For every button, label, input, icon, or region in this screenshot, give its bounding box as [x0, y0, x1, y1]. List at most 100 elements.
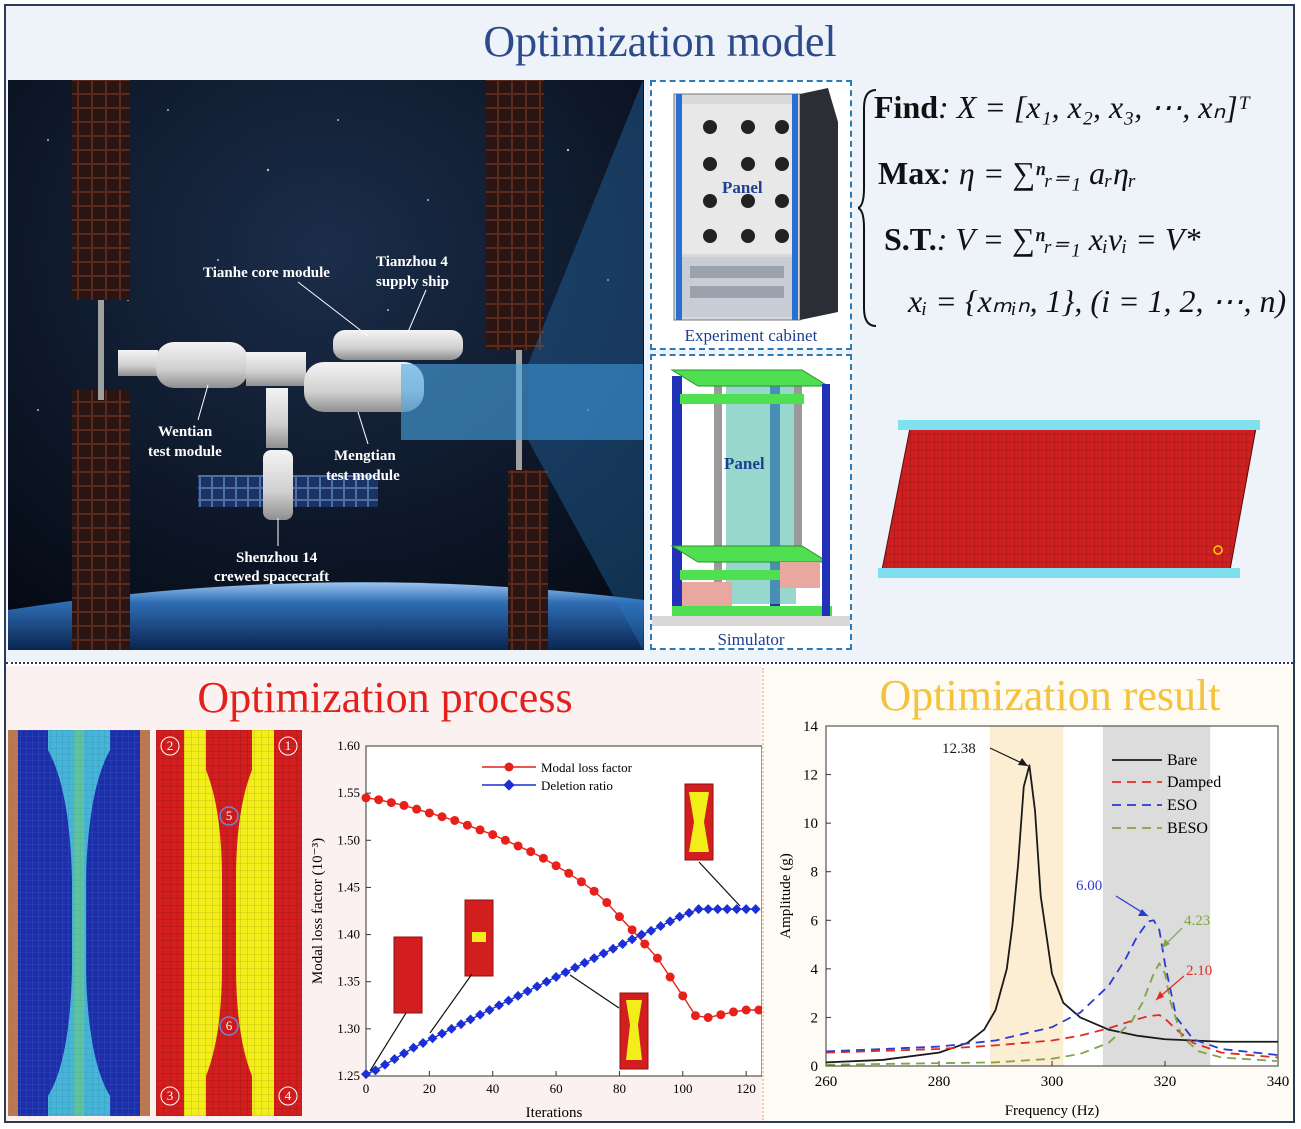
marker-6: 6: [226, 1018, 233, 1033]
process-x-tick-label: 80: [613, 1081, 626, 1096]
legend-damped: Damped: [1167, 774, 1221, 791]
process-y-tick-label: 1.55: [337, 785, 360, 800]
simulator-caption: Simulator: [717, 630, 785, 649]
tianhe-module: [333, 330, 463, 360]
result-y-tick-label: 0: [811, 1059, 819, 1075]
fixed-boundary-top: [898, 420, 1260, 430]
result-x-tick-label: 280: [928, 1074, 951, 1090]
process-x-tick-label: 120: [736, 1081, 756, 1096]
result-series-beso: [825, 962, 1279, 1066]
result-x-tick-label: 260: [815, 1074, 838, 1090]
result-y-tick-label: 14: [803, 719, 819, 735]
result-series-eso: [825, 919, 1279, 1056]
process-y-label: Modal loss factor (10⁻³): [310, 838, 326, 984]
process-point-loss-factor: [462, 820, 472, 830]
excitation-point: [1213, 545, 1223, 555]
process-point-deletion-ratio: [589, 953, 600, 964]
process-point-loss-factor: [640, 939, 650, 949]
process-point-loss-factor: [602, 898, 612, 908]
cabinet-highlight: [401, 364, 643, 440]
marker-3: 3: [167, 1088, 174, 1103]
process-point-deletion-ratio: [570, 962, 581, 973]
equation-brace: [858, 89, 877, 327]
simulator-image: [652, 369, 850, 626]
wentian-module: [156, 342, 248, 388]
condition-equation: xᵢ = {xₘᵢₙ, 1}, (i = 1, 2, ⋯, n): [908, 282, 1286, 320]
label-tianhe: Tianhe core module: [203, 265, 330, 281]
result-y-tick-label: 10: [803, 816, 818, 832]
process-point-loss-factor: [741, 1005, 751, 1015]
process-point-loss-factor: [754, 1005, 762, 1015]
model-title: Optimization model: [483, 17, 837, 66]
annotation-eso-peak: 6.00: [1076, 878, 1102, 894]
max-equation: Max: η = ∑ⁿᵣ₌₁ aᵣηᵣ: [878, 154, 1137, 192]
process-x-tick-label: 60: [550, 1081, 563, 1096]
shenzhou-spacecraft: [263, 450, 293, 520]
solar-wing: [508, 470, 548, 650]
legend-beso: BESO: [1167, 820, 1208, 837]
process-point-loss-factor: [538, 853, 548, 863]
panel-fe-mesh: [878, 420, 1260, 578]
result-y-label: Amplitude (g): [778, 853, 794, 938]
process-point-loss-factor: [488, 830, 498, 840]
process-point-deletion-ratio: [712, 904, 723, 915]
process-point-loss-factor: [576, 877, 586, 887]
process-point-loss-factor: [551, 861, 561, 871]
solar-wing: [486, 80, 544, 350]
process-y-tick-label: 1.45: [337, 879, 360, 894]
marker-4: 4: [285, 1088, 292, 1103]
process-point-loss-factor: [475, 825, 485, 835]
process-point-loss-factor: [703, 1013, 713, 1023]
process-point-deletion-ratio: [475, 1009, 485, 1020]
process-y-tick-label: 1.35: [337, 974, 360, 989]
legend-bare: Bare: [1167, 752, 1197, 769]
result-y-tick-label: 2: [811, 1010, 819, 1026]
process-chart: 0 20 40 60 80 100 120 1.25 1.30 1.35 1.40 1.45 1.50 1…: [310, 738, 762, 1121]
result-y-tick-label: 4: [811, 962, 819, 978]
max-expression: : η = ∑ⁿᵣ₌₁ aᵣηᵣ: [940, 155, 1137, 191]
result-y-tick-label: 12: [803, 768, 818, 784]
process-point-loss-factor: [437, 812, 447, 822]
find-keyword: Find: [874, 89, 939, 125]
process-point-deletion-ratio: [484, 1005, 495, 1015]
process-point-deletion-ratio: [437, 1028, 447, 1039]
find-expression: : X = [x₁, x₂, x₃, ⋯, xₙ]ᵀ: [938, 89, 1251, 125]
fixed-boundary-bottom: [878, 568, 1240, 578]
optimization-equations: Find: X = [x₁, x₂, x₃, ⋯, xₙ]ᵀ Max: η = …: [858, 82, 1294, 332]
process-point-deletion-ratio: [731, 904, 742, 915]
process-point-deletion-ratio: [684, 907, 695, 918]
process-point-loss-factor: [728, 1007, 738, 1017]
process-point-loss-factor: [424, 808, 434, 818]
process-y-tick-label: 1.25: [337, 1068, 360, 1083]
annotation-beso-peak: 4.23: [1184, 913, 1210, 929]
process-point-loss-factor: [386, 798, 396, 808]
process-point-loss-factor: [652, 953, 662, 963]
cabinet-caption: Experiment cabinet: [684, 326, 818, 345]
result-x-label: Frequency (Hz): [1005, 1103, 1100, 1119]
label-tianzhou: Tianzhou 4: [376, 254, 448, 270]
process-point-deletion-ratio: [665, 916, 676, 927]
process-point-loss-factor: [589, 886, 599, 896]
process-title: Optimization process: [197, 673, 573, 722]
result-x-tick-label: 300: [1041, 1074, 1064, 1090]
process-point-deletion-ratio: [522, 986, 533, 997]
process-point-loss-factor: [614, 912, 624, 922]
process-point-loss-factor: [665, 972, 675, 982]
solar-wing: [72, 80, 130, 300]
frequency-band: [989, 726, 1064, 1066]
max-keyword: Max: [878, 155, 941, 191]
simulator-box: Panel Simulator: [650, 354, 852, 650]
find-equation: Find: X = [x₁, x₂, x₃, ⋯, xₙ]ᵀ: [874, 88, 1250, 126]
process-y-tick-label: 1.30: [337, 1021, 360, 1036]
label-tianzhou-2: supply ship: [376, 274, 449, 290]
condition-expression: xᵢ = {xₘᵢₙ, 1}, (i = 1, 2, ⋯, n): [908, 283, 1287, 319]
process-point-deletion-ratio: [750, 904, 761, 915]
process-x-label: Iterations: [526, 1105, 583, 1121]
result-y-tick-label: 6: [811, 913, 819, 929]
result-legend: Bare Damped ESO BESO: [1112, 752, 1221, 837]
label-wentian-2: test module: [148, 444, 222, 460]
legend-deletion-ratio: Deletion ratio: [541, 778, 613, 793]
process-y-tick-label: 1.50: [337, 832, 360, 847]
st-expression: : V = ∑ⁿᵣ₌₁ xᵢvᵢ = V*: [936, 221, 1201, 257]
process-point-loss-factor: [450, 815, 460, 825]
